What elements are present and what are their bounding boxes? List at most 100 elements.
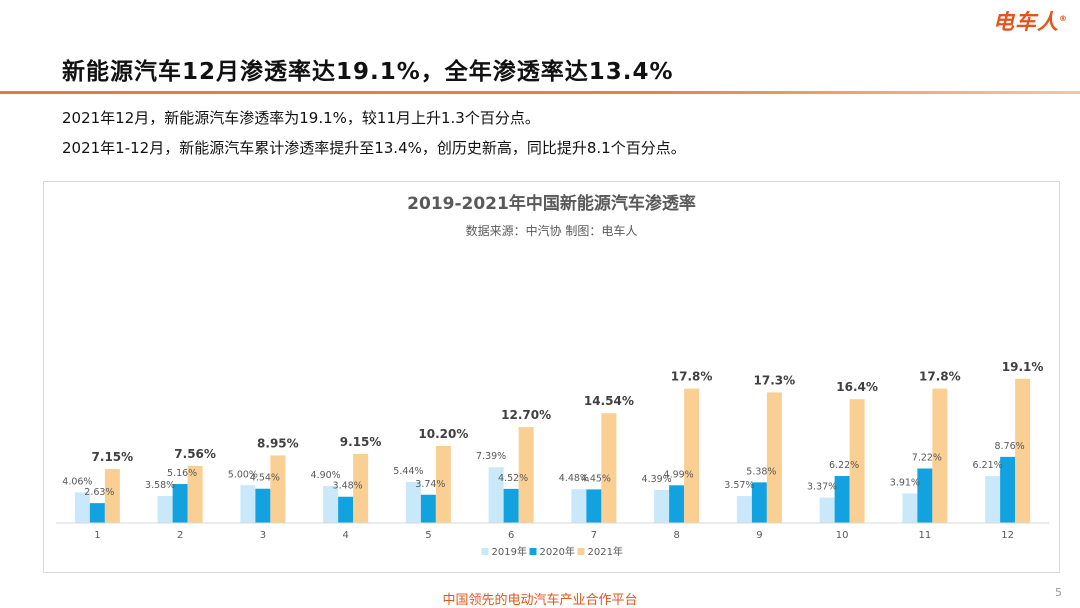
bar-2021年-11 [932, 388, 948, 523]
chart-title: 2019-2021年中国新能源汽车渗透率 [407, 193, 696, 214]
data-label-2019年-6: 7.39% [476, 451, 506, 462]
data-label-2019年-1: 4.06% [62, 476, 92, 487]
data-label-2020年-1: 2.63% [84, 487, 114, 498]
bar-2020年-12 [1000, 456, 1016, 523]
bar-2019年-4 [323, 486, 339, 523]
data-label-2021年-4: 9.15% [340, 435, 382, 449]
x-tick-label-2: 2 [177, 530, 183, 541]
bar-2019年-10 [819, 497, 835, 523]
x-tick-label-4: 4 [342, 530, 348, 541]
bar-2020年-7 [586, 489, 602, 523]
bar-2019年-6 [488, 467, 504, 523]
bar-2021年-10 [849, 399, 865, 523]
data-label-2019年-10: 3.37% [807, 482, 837, 493]
data-label-2020年-12: 8.76% [995, 441, 1025, 452]
bar-2021年-1 [104, 469, 120, 523]
bar-2019年-1 [74, 492, 90, 523]
data-label-2020年-2: 5.16% [167, 468, 197, 479]
data-label-2019年-3: 5.00% [228, 469, 258, 480]
page-number: 5 [1055, 586, 1062, 599]
bar-2019年-5 [405, 481, 421, 523]
data-label-2020年-8: 4.99% [664, 469, 694, 480]
x-tick-label-1: 1 [94, 530, 100, 541]
bar-2019年-3 [240, 485, 256, 523]
data-label-2021年-3: 8.95% [257, 436, 299, 450]
data-label-2021年-7: 14.54% [584, 394, 634, 408]
data-label-2020年-7: 4.45% [581, 473, 611, 484]
data-label-2021年-10: 16.4% [836, 380, 878, 394]
bar-2019年-7 [571, 489, 587, 523]
bar-2021年-12 [1015, 378, 1031, 523]
x-tick-label-5: 5 [425, 530, 431, 541]
bar-2020年-2 [172, 484, 188, 523]
data-label-2021年-2: 7.56% [174, 447, 216, 461]
data-label-2021年-9: 17.3% [754, 373, 796, 387]
data-label-2020年-6: 4.52% [498, 473, 528, 484]
x-tick-label-8: 8 [673, 530, 679, 541]
data-label-2019年-12: 6.21% [973, 460, 1003, 471]
data-label-2021年-12: 19.1% [1002, 360, 1044, 374]
data-label-2019年-7: 4.48% [559, 473, 589, 484]
bar-2020年-4 [338, 496, 354, 523]
title-divider [0, 91, 1080, 94]
data-label-2021年-5: 10.20% [418, 427, 468, 441]
data-label-2021年-11: 17.8% [919, 370, 961, 384]
data-label-2021年-6: 12.70% [501, 408, 551, 422]
data-label-2019年-4: 4.90% [311, 470, 341, 481]
bar-2020年-10 [834, 476, 850, 523]
data-label-2020年-5: 3.74% [415, 479, 445, 490]
x-tick-label-12: 12 [1001, 530, 1014, 541]
data-label-2020年-4: 3.48% [333, 481, 363, 492]
page-title: 新能源汽车12月渗透率达19.1%，全年渗透率达13.4% [62, 59, 674, 85]
legend-label-2020年: 2020年 [540, 545, 575, 558]
data-label-2021年-8: 17.8% [671, 370, 713, 384]
bar-2019年-12 [985, 476, 1001, 523]
x-tick-label-10: 10 [836, 530, 849, 541]
bar-2020年-8 [669, 485, 685, 523]
bar-2019年-8 [654, 489, 670, 523]
legend-label-2021年: 2021年 [588, 545, 623, 558]
bar-2021年-5 [435, 445, 451, 523]
data-label-2020年-3: 4.54% [250, 473, 280, 484]
bar-2020年-5 [420, 494, 436, 523]
data-label-2019年-5: 5.44% [393, 466, 423, 477]
bar-2020年-9 [751, 482, 767, 523]
bar-2021年-7 [601, 413, 617, 523]
data-label-2019年-2: 3.58% [145, 480, 175, 491]
bar-2021年-9 [766, 392, 782, 523]
data-label-2021年-1: 7.15% [92, 450, 134, 464]
data-label-2020年-10: 6.22% [829, 460, 859, 471]
bar-2021年-6 [518, 427, 534, 523]
bar-2020年-3 [255, 488, 271, 523]
bar-2021年-3 [270, 455, 286, 523]
bar-2021年-8 [684, 388, 700, 523]
chart-subtitle: 数据来源：中汽协 制图：电车人 [466, 223, 638, 238]
bar-2019年-2 [157, 495, 173, 523]
x-tick-label-3: 3 [260, 530, 266, 541]
data-label-2019年-8: 4.39% [642, 474, 672, 485]
data-label-2020年-11: 7.22% [912, 452, 942, 463]
description-line-2: 2021年1-12月，新能源汽车累计渗透率提升至13.4%，创历史新高，同比提升… [62, 139, 686, 157]
footer-tagline: 中国领先的电动汽车产业合作平台 [442, 593, 638, 608]
x-tick-label-9: 9 [756, 530, 762, 541]
bar-2021年-2 [187, 465, 203, 523]
data-label-2019年-9: 3.57% [724, 480, 754, 491]
description-line-1: 2021年12月，新能源汽车渗透率为19.1%，较11月上升1.3个百分点。 [62, 109, 540, 127]
legend-label-2019年: 2019年 [492, 545, 527, 558]
x-tick-label-6: 6 [508, 530, 514, 541]
data-label-2020年-9: 5.38% [746, 466, 776, 477]
chart-container: 2019-2021年中国新能源汽车渗透率数据来源：中汽协 制图：电车人 4.06%… [43, 181, 1060, 573]
bar-2019年-9 [736, 496, 752, 523]
brand-logo: 电车人® [993, 10, 1068, 34]
bar-2021年-4 [353, 453, 369, 523]
legend-swatch-2021年 [577, 548, 585, 555]
bar-2019年-11 [902, 493, 918, 523]
legend-swatch-2019年 [481, 548, 489, 555]
bar-2020年-6 [503, 488, 519, 523]
data-label-2019年-11: 3.91% [890, 477, 920, 488]
legend-swatch-2020年 [529, 548, 537, 555]
bar-2020年-11 [917, 468, 933, 523]
bar-2020年-1 [89, 503, 105, 523]
x-tick-label-11: 11 [919, 530, 932, 541]
